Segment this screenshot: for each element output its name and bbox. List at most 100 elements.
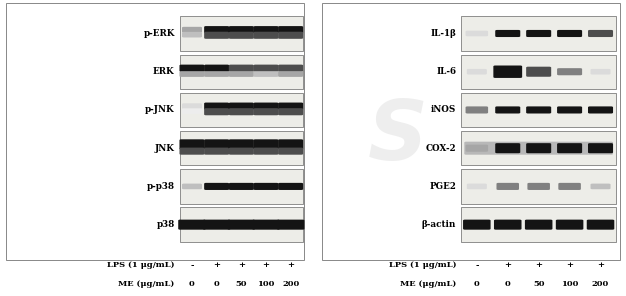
Text: β-actin: β-actin [422,220,456,229]
FancyBboxPatch shape [495,30,520,37]
FancyBboxPatch shape [466,145,488,152]
Text: PGE2: PGE2 [429,182,456,191]
FancyBboxPatch shape [278,26,303,33]
Text: -: - [190,261,193,269]
FancyBboxPatch shape [180,65,205,72]
Bar [180,16,303,51]
FancyBboxPatch shape [203,220,230,230]
FancyBboxPatch shape [254,148,279,155]
Text: 0: 0 [505,279,511,288]
Text: p-p38: p-p38 [146,182,175,191]
FancyBboxPatch shape [278,102,303,110]
Text: +: + [597,261,604,269]
Text: LPS (1 μg/mL): LPS (1 μg/mL) [107,261,175,269]
Bar [180,207,303,242]
FancyBboxPatch shape [278,183,303,190]
FancyBboxPatch shape [558,183,581,190]
FancyBboxPatch shape [229,108,254,115]
FancyBboxPatch shape [254,71,279,77]
FancyBboxPatch shape [278,139,303,149]
FancyBboxPatch shape [180,148,205,155]
FancyBboxPatch shape [254,108,279,115]
FancyBboxPatch shape [590,69,610,75]
FancyBboxPatch shape [254,65,279,72]
Text: ERK: ERK [153,67,175,76]
FancyBboxPatch shape [229,148,254,155]
FancyBboxPatch shape [229,32,254,39]
FancyBboxPatch shape [526,30,551,37]
Text: +: + [213,261,220,269]
FancyBboxPatch shape [278,65,303,72]
FancyBboxPatch shape [588,143,613,153]
Text: 100: 100 [561,279,578,288]
Text: +: + [566,261,573,269]
Bar [461,93,616,127]
FancyBboxPatch shape [254,26,279,33]
FancyBboxPatch shape [526,67,551,77]
FancyBboxPatch shape [590,184,610,189]
FancyBboxPatch shape [557,68,582,75]
FancyBboxPatch shape [587,220,614,230]
FancyBboxPatch shape [204,71,229,77]
FancyBboxPatch shape [182,27,202,33]
Text: JNK: JNK [155,144,175,153]
Text: S: S [367,96,428,177]
FancyBboxPatch shape [182,32,202,38]
FancyBboxPatch shape [557,143,582,153]
FancyBboxPatch shape [493,65,522,78]
Text: 200: 200 [592,279,609,288]
FancyBboxPatch shape [178,220,206,230]
Bar [180,54,303,89]
FancyBboxPatch shape [496,183,519,190]
FancyBboxPatch shape [254,139,279,149]
FancyBboxPatch shape [494,220,521,230]
FancyBboxPatch shape [229,102,254,110]
FancyBboxPatch shape [254,102,279,110]
Text: 50: 50 [235,279,247,288]
Text: 100: 100 [257,279,275,288]
FancyBboxPatch shape [204,183,229,190]
Text: IL-6: IL-6 [436,67,456,76]
Text: ME (μg/mL): ME (μg/mL) [118,279,175,288]
Bar [461,207,616,242]
FancyBboxPatch shape [180,71,205,77]
FancyBboxPatch shape [463,220,491,230]
Bar [6,3,304,260]
FancyBboxPatch shape [557,106,582,113]
FancyBboxPatch shape [204,108,229,115]
Bar [322,3,620,260]
FancyBboxPatch shape [278,148,303,155]
Text: +: + [287,261,294,269]
FancyBboxPatch shape [180,139,205,149]
FancyBboxPatch shape [229,65,254,72]
Bar [180,93,303,127]
FancyBboxPatch shape [252,220,280,230]
FancyBboxPatch shape [229,26,254,33]
FancyBboxPatch shape [464,142,613,155]
Text: p38: p38 [156,220,175,229]
Bar [461,169,616,204]
FancyBboxPatch shape [204,65,229,72]
Text: 0: 0 [189,279,195,288]
Text: 0: 0 [474,279,480,288]
FancyBboxPatch shape [204,26,229,33]
FancyBboxPatch shape [527,183,550,190]
FancyBboxPatch shape [229,139,254,149]
Text: ME (μg/mL): ME (μg/mL) [400,279,456,288]
FancyBboxPatch shape [182,103,202,109]
FancyBboxPatch shape [278,108,303,115]
FancyBboxPatch shape [204,32,229,39]
FancyBboxPatch shape [229,71,254,77]
Bar [180,131,303,165]
Bar [461,16,616,51]
FancyBboxPatch shape [525,220,553,230]
Text: LPS (1 μg/mL): LPS (1 μg/mL) [389,261,456,269]
Text: p-JNK: p-JNK [145,105,175,115]
Text: 200: 200 [282,279,299,288]
FancyBboxPatch shape [557,30,582,37]
FancyBboxPatch shape [278,71,303,77]
FancyBboxPatch shape [466,31,488,36]
FancyBboxPatch shape [182,184,202,189]
Text: +: + [238,261,245,269]
Text: +: + [535,261,542,269]
